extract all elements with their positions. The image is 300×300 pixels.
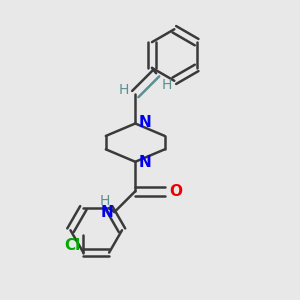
Text: O: O: [169, 184, 182, 199]
Text: N: N: [139, 155, 152, 170]
Text: H: H: [100, 194, 110, 208]
Text: N: N: [139, 115, 152, 130]
Text: H: H: [119, 82, 129, 97]
Text: N: N: [100, 205, 113, 220]
Text: H: H: [162, 78, 172, 92]
Text: Cl: Cl: [64, 238, 80, 253]
